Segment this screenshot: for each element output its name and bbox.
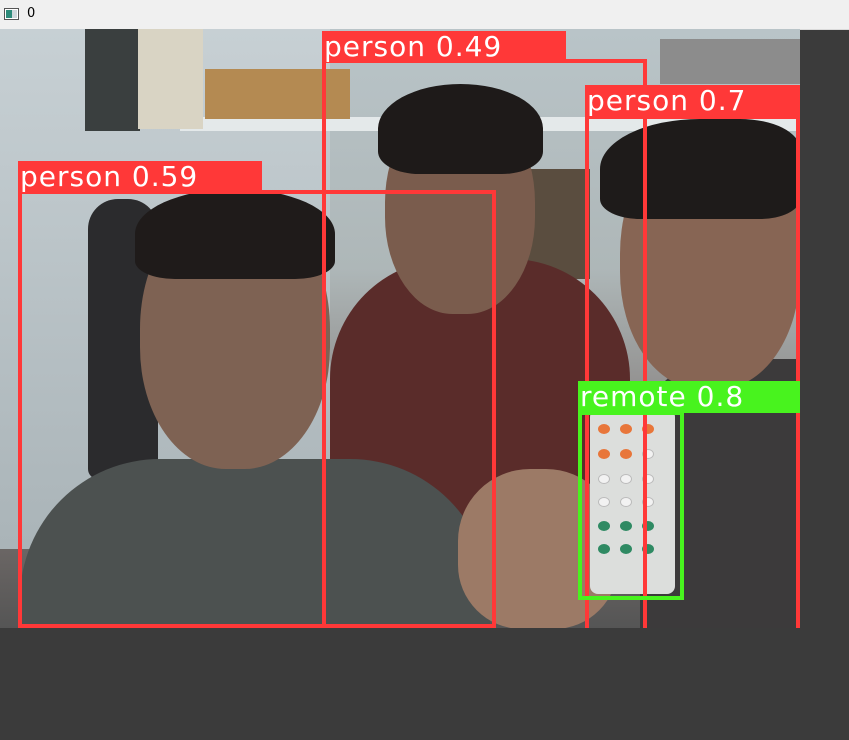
shelf-box	[138, 29, 203, 129]
person-middle-hair	[378, 84, 543, 174]
app-window-icon	[4, 8, 19, 20]
person-left-body	[20, 459, 490, 628]
detection-box-remote	[578, 411, 684, 600]
detection-box-person-right	[585, 115, 800, 628]
detection-label-person-middle: person 0.49	[322, 31, 566, 63]
person-right-hair	[600, 119, 800, 219]
shelf-box	[85, 29, 140, 131]
detection-label-person-left: person 0.59	[18, 161, 262, 193]
camera-frame: person 0.49 person 0.7 person 0.59 remot…	[0, 29, 800, 628]
detection-box-person-left	[18, 190, 496, 628]
remote-control	[590, 409, 675, 594]
detection-label-remote: remote 0.8	[578, 381, 800, 413]
detection-label-person-right: person 0.7	[585, 85, 800, 117]
title-bar[interactable]: 0	[0, 0, 849, 30]
person-left-hair	[135, 189, 335, 279]
shelf-books	[660, 39, 800, 84]
window-title: 0	[27, 6, 36, 21]
